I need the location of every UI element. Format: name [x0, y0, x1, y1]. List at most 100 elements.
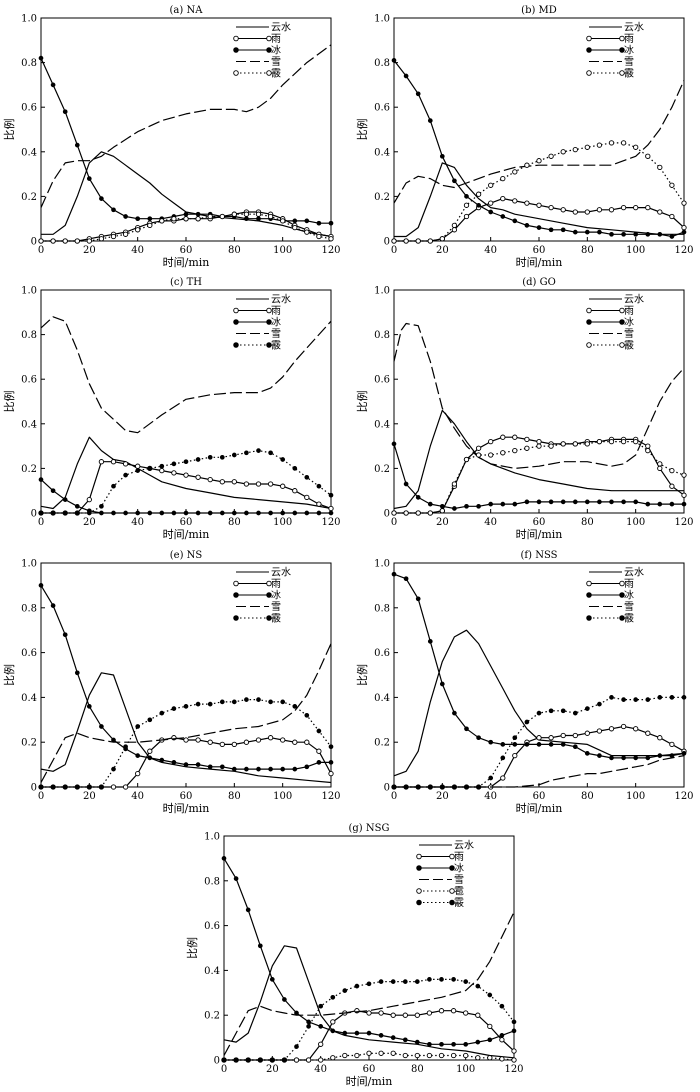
data-point [147, 748, 153, 754]
series-3 [40, 316, 332, 434]
data-point [487, 992, 493, 998]
x-tick-label: 120 [674, 517, 693, 528]
series-line [394, 162, 684, 238]
y-tick-label: 0.4 [374, 419, 390, 430]
data-point [328, 510, 334, 516]
data-point [50, 510, 56, 516]
data-point [596, 438, 603, 445]
series-4 [38, 211, 334, 244]
y-tick-label: 1.0 [21, 559, 37, 570]
data-point [231, 510, 237, 516]
data-point [269, 977, 275, 982]
data-point [548, 204, 554, 211]
data-point [500, 434, 506, 440]
legend-label: 霰 [271, 340, 281, 352]
data-point [256, 448, 261, 453]
data-point [451, 481, 458, 487]
data-point [316, 483, 322, 489]
data-point [123, 472, 128, 478]
legend-label: 雹 [454, 886, 464, 898]
x-tick-label: 20 [436, 245, 449, 256]
data-point [328, 744, 334, 750]
legend-label: 雨 [624, 34, 634, 45]
y-tick-label: 1.0 [374, 559, 390, 570]
series-0 [393, 409, 684, 510]
data-point [171, 760, 177, 765]
data-point [316, 510, 322, 516]
x-axis-label: 时间/min [163, 528, 210, 541]
x-tick-label: 120 [321, 517, 340, 528]
data-point [74, 510, 80, 516]
data-point [500, 775, 506, 781]
data-point [135, 724, 141, 729]
data-point [488, 438, 494, 445]
chart-panel-3: (d) GO 0 20 40 60 80 100 120 0 0.2 0.4 0.6 0.8 1.0 时间/… [355, 277, 694, 541]
data-point [597, 229, 602, 235]
data-point [475, 445, 482, 451]
data-point [330, 1028, 336, 1034]
data-point [536, 499, 542, 505]
data-point [511, 1028, 517, 1034]
legend-label: 冰 [271, 44, 281, 57]
data-point [476, 503, 481, 509]
legend-marker [619, 580, 625, 587]
series-4 [38, 697, 334, 790]
data-point [633, 499, 639, 505]
data-point [219, 741, 225, 748]
data-point [86, 704, 92, 709]
series-2 [38, 55, 334, 226]
data-point [488, 452, 494, 458]
data-point [597, 701, 602, 707]
data-point [524, 162, 530, 168]
series-0 [393, 629, 685, 777]
x-tick-label: 120 [321, 791, 340, 802]
data-point [572, 441, 578, 447]
legend-marker [266, 70, 272, 76]
data-point [111, 510, 116, 516]
y-tick-label: 0.4 [21, 693, 37, 704]
series-3 [40, 643, 332, 783]
data-point [330, 1055, 336, 1061]
legend-marker [619, 319, 625, 325]
legend-marker [233, 319, 239, 325]
data-point [572, 732, 578, 739]
legend-label: 冰 [271, 589, 281, 602]
legend-marker [416, 865, 422, 871]
data-point [488, 200, 494, 206]
data-point [122, 231, 129, 237]
series-3 [394, 755, 685, 788]
data-point [231, 699, 237, 705]
x-tick-label: 20 [436, 517, 449, 528]
data-point [609, 231, 614, 237]
data-point [282, 997, 287, 1002]
chart-title: (a) NA [170, 5, 204, 16]
data-point [427, 510, 433, 516]
data-point [231, 741, 237, 748]
legend-label: 霰 [271, 68, 281, 80]
data-point [645, 447, 651, 454]
data-point [294, 1010, 299, 1016]
data-point [633, 144, 639, 150]
legend-marker [266, 615, 272, 621]
plot-frame [40, 17, 332, 242]
data-point [403, 481, 409, 487]
data-point [221, 1057, 227, 1063]
data-point [414, 979, 420, 984]
data-point [342, 1030, 348, 1036]
series-0 [223, 945, 515, 1059]
data-point [292, 510, 298, 516]
data-point [111, 483, 116, 489]
legend-label: 雪 [454, 874, 464, 886]
data-point [438, 1052, 445, 1059]
y-axis-label: 比例 [2, 119, 16, 141]
y-axis-label: 比例 [355, 391, 369, 413]
data-point [305, 1057, 312, 1063]
data-point [267, 481, 274, 487]
data-point [402, 1037, 408, 1043]
data-point [548, 227, 554, 233]
x-tick-label: 100 [626, 245, 645, 256]
data-point [500, 450, 506, 456]
y-tick-label: 0 [214, 1056, 220, 1067]
legend-label: 霰 [624, 68, 634, 80]
